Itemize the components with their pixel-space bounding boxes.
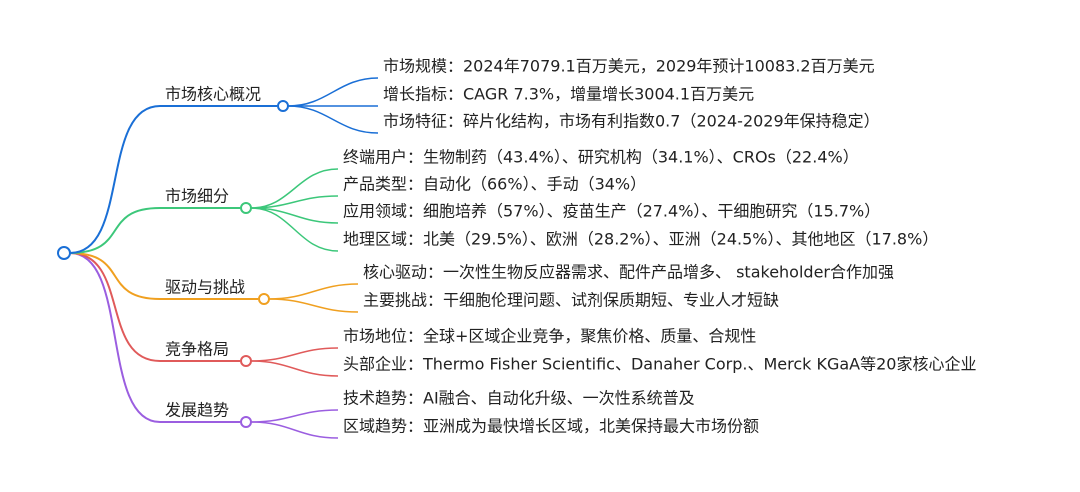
branch-edge: [69, 252, 240, 362]
branch-node: [240, 416, 252, 428]
child-label: 地理区域：北美（29.5%）、欧洲（28.2%）、亚洲（24.5%）、其他地区（…: [343, 230, 938, 249]
branch-node: [240, 202, 252, 214]
child-edge: [287, 105, 379, 134]
child-label: 终端用户：生物制药（43.4%）、研究机构（34.1%）、CROs（22.4%）: [343, 148, 859, 167]
child-edge: [268, 298, 359, 313]
child-edge: [250, 207, 339, 252]
branch-label: 市场核心概况: [165, 85, 261, 104]
child-edge: [250, 421, 339, 439]
branch-label: 竞争格局: [165, 340, 229, 359]
child-edge: [250, 168, 339, 209]
branch-edge: [69, 252, 240, 423]
child-label: 主要挑战：干细胞伦理问题、试剂保质期短、专业人才短缺: [363, 291, 779, 310]
child-label: 区域趋势：亚洲成为最快增长区域，北美保持最大市场份额: [343, 417, 759, 436]
branch-node: [240, 355, 252, 367]
child-label: 增长指标：CAGR 7.3%，增量增长3004.1百万美元: [383, 85, 754, 104]
branch-label: 发展趋势: [165, 401, 229, 420]
child-edge: [250, 347, 339, 362]
child-label: 市场地位：全球+区域企业竞争，聚焦价格、质量、合规性: [343, 327, 756, 346]
child-label: 技术趋势：AI融合、自动化升级、一次性系统普及: [343, 389, 695, 408]
child-edge: [287, 77, 379, 107]
child-edge: [250, 195, 339, 209]
branch-edge: [69, 105, 277, 254]
child-label: 头部企业：Thermo Fisher Scientific、Danaher Co…: [343, 355, 977, 374]
child-label: 市场特征：碎片化结构，市场有利指数0.7（2024-2029年保持稳定）: [383, 112, 880, 131]
child-edge: [250, 409, 339, 423]
child-label: 核心驱动：一次性生物反应器需求、配件产品增多、 stakeholder合作加强: [363, 263, 894, 282]
child-edge: [250, 360, 339, 377]
root-node: [57, 246, 71, 260]
branch-edge: [69, 252, 258, 300]
child-edge: [268, 283, 359, 300]
branch-node: [277, 100, 289, 112]
branch-edge: [69, 207, 240, 254]
branch-label: 市场细分: [165, 187, 229, 206]
child-label: 市场规模：2024年7079.1百万美元，2029年预计10083.2百万美元: [383, 57, 875, 76]
child-label: 应用领域：细胞培养（57%）、疫苗生产（27.4%）、干细胞研究（15.7%）: [343, 202, 880, 221]
branch-node: [258, 293, 270, 305]
branch-label: 驱动与挑战: [165, 278, 245, 297]
child-label: 产品类型：自动化（66%）、手动（34%）: [343, 175, 646, 194]
child-edge: [250, 207, 339, 224]
